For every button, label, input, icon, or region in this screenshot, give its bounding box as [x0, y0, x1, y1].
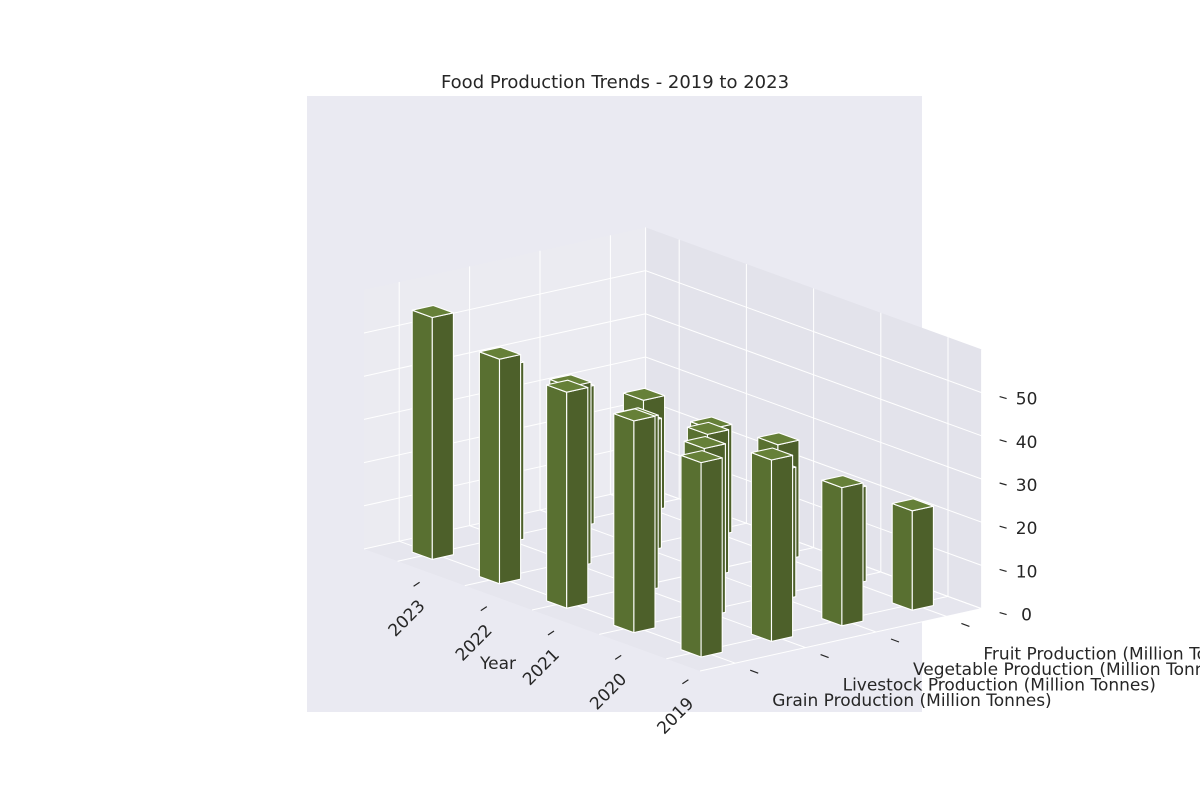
bar-side-face	[700, 457, 723, 658]
bar-layer	[411, 304, 934, 658]
bar	[411, 304, 454, 560]
bar-top-face	[680, 450, 723, 464]
bar-top-face	[613, 408, 656, 422]
bar-top-face	[478, 346, 522, 360]
bar-front-face	[891, 502, 913, 611]
bar-top-face	[821, 475, 864, 489]
z-tick	[999, 482, 1007, 486]
z-tick-label: 30	[1016, 476, 1038, 496]
x-tick	[682, 679, 689, 685]
bar	[478, 346, 522, 585]
z-tick	[999, 568, 1007, 572]
series-label: Grain Production (Million Tonnes)	[772, 691, 1051, 711]
bar-top-face	[683, 435, 726, 450]
bar-side-face	[566, 386, 589, 609]
x-tick	[614, 654, 622, 660]
bar-side-face	[431, 312, 454, 560]
z-tick-label: 0	[1021, 606, 1032, 626]
bar	[546, 379, 589, 609]
y-tick	[749, 669, 759, 674]
tick-layer	[413, 396, 1007, 685]
x-tick	[480, 606, 488, 612]
bar-side-face	[633, 415, 656, 634]
z-tick	[999, 439, 1007, 443]
bar	[680, 450, 723, 658]
z-tick-label: 10	[1016, 562, 1038, 582]
bar-side-face	[841, 482, 864, 627]
x-axis-label: Year	[479, 654, 516, 674]
bar-top-face	[411, 304, 454, 319]
x-tick	[547, 630, 555, 636]
bar-top-face	[686, 421, 730, 435]
bar-side-face	[770, 454, 794, 642]
z-tick	[999, 525, 1007, 529]
series-label: Livestock Production (Million Tonnes)	[843, 676, 1156, 696]
bar-front-face	[680, 454, 702, 658]
bar	[821, 475, 864, 627]
z-tick	[999, 396, 1007, 400]
y-tick	[890, 638, 900, 643]
bar	[891, 498, 934, 611]
bar-top-face	[546, 379, 589, 393]
bar-top-face	[757, 432, 800, 446]
z-tick-label: 40	[1016, 433, 1038, 453]
series-label: Vegetable Production (Million Tonnes)	[913, 660, 1200, 680]
bar-top-face	[622, 387, 666, 401]
series-label: Fruit Production (Million Tonnes)	[983, 644, 1200, 664]
bar-side-face	[911, 505, 934, 611]
bar-front-face	[750, 452, 773, 642]
bar-top-face	[750, 447, 794, 461]
bar-front-face	[478, 351, 501, 585]
bar-top-face	[891, 498, 934, 512]
bar	[613, 408, 656, 634]
z-tick-label: 50	[1016, 390, 1038, 410]
z-tick	[999, 612, 1007, 616]
chart-title: Food Production Trends - 2019 to 2023	[441, 72, 789, 93]
x-tick	[413, 581, 420, 587]
bar-front-face	[546, 384, 568, 609]
bar-front-face	[821, 479, 843, 627]
y-tick	[961, 622, 970, 627]
bar-side-face	[498, 353, 522, 585]
bar-front-face	[613, 413, 635, 634]
bar	[750, 447, 794, 642]
y-tick	[820, 654, 829, 659]
z-tick-label: 20	[1016, 519, 1038, 539]
bar-front-face	[411, 309, 433, 560]
